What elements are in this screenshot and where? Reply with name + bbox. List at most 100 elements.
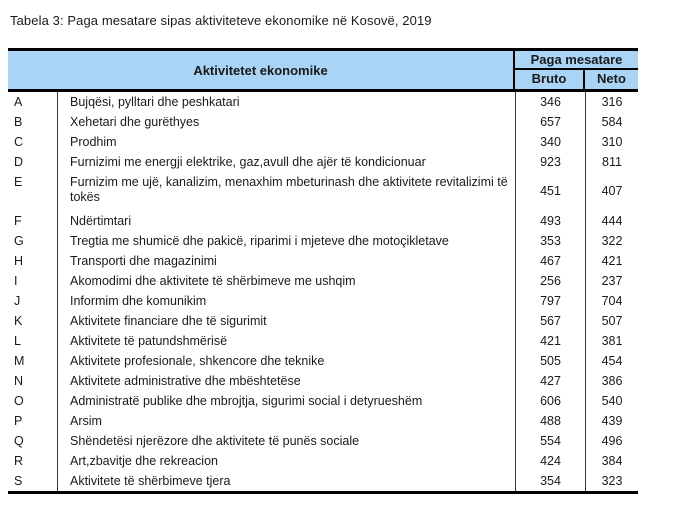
row-code: R xyxy=(8,451,58,471)
row-code: H xyxy=(8,251,58,271)
table-row: F Ndërtimtari 493 444 xyxy=(8,211,638,231)
row-neto-value: 507 xyxy=(585,311,638,331)
table-row: E Furnizim me ujë, kanalizim, menaxhim m… xyxy=(8,172,638,211)
table-header: Aktivitetet ekonomike Paga mesatare Brut… xyxy=(8,51,638,92)
row-activity: Bujqësi, pylltari dhe peshkatari xyxy=(70,94,240,109)
row-activity: Furnizim me ujë, kanalizim, menaxhim mbe… xyxy=(70,175,508,204)
row-neto-value: 540 xyxy=(585,391,638,411)
row-bruto-value: 797 xyxy=(515,291,585,311)
header-neto: Neto xyxy=(597,71,626,86)
row-neto-value: 310 xyxy=(585,132,638,152)
table-row: P Arsim 488 439 xyxy=(8,411,638,431)
row-activity: Aktivitete të shërbimeve tjera xyxy=(70,473,231,488)
row-neto-value: 322 xyxy=(585,231,638,251)
row-bruto-value: 353 xyxy=(515,231,585,251)
row-code: B xyxy=(8,112,58,132)
row-neto-value: 381 xyxy=(585,331,638,351)
table-row: R Art,zbavitje dhe rekreacion 424 384 xyxy=(8,451,638,471)
row-neto-value: 704 xyxy=(585,291,638,311)
table-row: B Xehetari dhe gurëthyes 657 584 xyxy=(8,112,638,132)
row-bruto-value: 493 xyxy=(515,211,585,231)
table-row: M Aktivitete profesionale, shkencore dhe… xyxy=(8,351,638,371)
table-caption: Tabela 3: Paga mesatare sipas aktivitete… xyxy=(10,13,432,28)
table-row: I Akomodimi dhe aktivitete të shërbimeve… xyxy=(8,271,638,291)
row-activity: Akomodimi dhe aktivitete të shërbimeve m… xyxy=(70,273,356,288)
table-row: N Aktivitete administrative dhe mbështet… xyxy=(8,371,638,391)
row-activity: Aktivitete financiare dhe të sigurimit xyxy=(70,313,267,328)
row-bruto-value: 467 xyxy=(515,251,585,271)
header-subcolumns: Bruto Neto xyxy=(515,70,638,89)
row-neto-value: 384 xyxy=(585,451,638,471)
table-body: A Bujqësi, pylltari dhe peshkatari 346 3… xyxy=(8,92,638,491)
row-activity: Tregtia me shumicë dhe pakicë, riparimi … xyxy=(70,233,449,248)
row-neto-value: 584 xyxy=(585,112,638,132)
row-neto-value: 811 xyxy=(585,152,638,172)
row-activity: Aktivitete profesionale, shkencore dhe t… xyxy=(70,353,325,368)
row-code: D xyxy=(8,152,58,172)
header-activities: Aktivitetet ekonomike xyxy=(8,51,515,89)
row-bruto-value: 606 xyxy=(515,391,585,411)
header-activities-label: Aktivitetet ekonomike xyxy=(193,62,328,78)
row-code: E xyxy=(8,172,58,211)
table-row: C Prodhim 340 310 xyxy=(8,132,638,152)
table-row: L Aktivitete të patundshmërisë 421 381 xyxy=(8,331,638,351)
table-row: S Aktivitete të shërbimeve tjera 354 323 xyxy=(8,471,638,491)
row-neto-value: 421 xyxy=(585,251,638,271)
row-activity: Administratë publike dhe mbrojtja, sigur… xyxy=(70,393,423,408)
row-activity: Shëndetësi njerëzore dhe aktivitete të p… xyxy=(70,433,360,448)
row-bruto-value: 256 xyxy=(515,271,585,291)
row-code: G xyxy=(8,231,58,251)
table-row: G Tregtia me shumicë dhe pakicë, riparim… xyxy=(8,231,638,251)
table-row: H Transporti dhe magazinimi 467 421 xyxy=(8,251,638,271)
row-bruto-value: 427 xyxy=(515,371,585,391)
row-neto-value: 323 xyxy=(585,471,638,491)
row-activity: Prodhim xyxy=(70,134,117,149)
row-activity: Art,zbavitje dhe rekreacion xyxy=(70,453,218,468)
row-activity: Arsim xyxy=(70,413,102,428)
wages-table: Aktivitetet ekonomike Paga mesatare Brut… xyxy=(8,48,638,494)
row-neto-value: 444 xyxy=(585,211,638,231)
row-neto-value: 496 xyxy=(585,431,638,451)
table-row: A Bujqësi, pylltari dhe peshkatari 346 3… xyxy=(8,92,638,112)
row-neto-value: 316 xyxy=(585,92,638,112)
row-activity: Furnizimi me energji elektrike, gaz,avul… xyxy=(70,154,426,169)
table-row: K Aktivitete financiare dhe të sigurimit… xyxy=(8,311,638,331)
row-bruto-value: 923 xyxy=(515,152,585,172)
row-code: S xyxy=(8,471,58,491)
row-neto-value: 454 xyxy=(585,351,638,371)
row-code: Q xyxy=(8,431,58,451)
row-neto-value: 386 xyxy=(585,371,638,391)
row-code: P xyxy=(8,411,58,431)
header-bruto: Bruto xyxy=(515,70,585,89)
row-activity: Ndërtimtari xyxy=(70,213,132,228)
table-row: D Furnizimi me energji elektrike, gaz,av… xyxy=(8,152,638,172)
row-bruto-value: 451 xyxy=(515,172,585,211)
table-row: J Informim dhe komunikim 797 704 xyxy=(8,291,638,311)
row-code: J xyxy=(8,291,58,311)
row-activity: Informim dhe komunikim xyxy=(70,293,207,308)
row-neto-value: 237 xyxy=(585,271,638,291)
row-activity: Aktivitete të patundshmërisë xyxy=(70,333,228,348)
row-bruto-value: 505 xyxy=(515,351,585,371)
row-bruto-value: 567 xyxy=(515,311,585,331)
row-code: N xyxy=(8,371,58,391)
table-row: Q Shëndetësi njerëzore dhe aktivitete të… xyxy=(8,431,638,451)
row-neto-value: 407 xyxy=(585,172,638,211)
row-bruto-value: 554 xyxy=(515,431,585,451)
row-code: A xyxy=(8,92,58,112)
row-code: L xyxy=(8,331,58,351)
header-wages-group: Paga mesatare Bruto Neto xyxy=(515,51,638,89)
row-neto-value: 439 xyxy=(585,411,638,431)
row-bruto-value: 488 xyxy=(515,411,585,431)
row-code: F xyxy=(8,211,58,231)
row-code: M xyxy=(8,351,58,371)
row-code: I xyxy=(8,271,58,291)
row-activity: Aktivitete administrative dhe mbështetës… xyxy=(70,373,301,388)
table-row: O Administratë publike dhe mbrojtja, sig… xyxy=(8,391,638,411)
row-activity: Xehetari dhe gurëthyes xyxy=(70,114,200,129)
row-bruto-value: 346 xyxy=(515,92,585,112)
row-bruto-value: 340 xyxy=(515,132,585,152)
row-bruto-value: 657 xyxy=(515,112,585,132)
row-bruto-value: 424 xyxy=(515,451,585,471)
